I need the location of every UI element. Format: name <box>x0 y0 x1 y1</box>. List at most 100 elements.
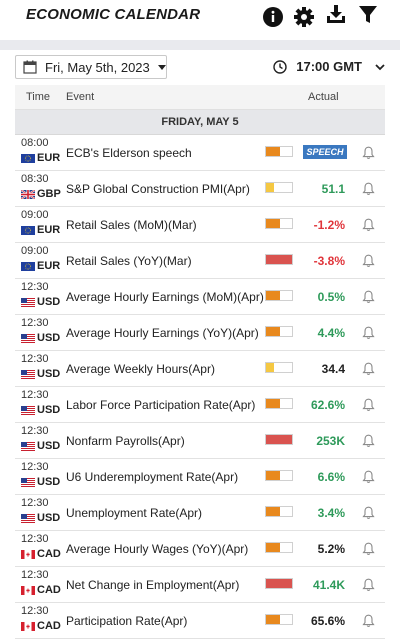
actual-value: -3.8% <box>313 254 345 268</box>
impact-meter <box>265 434 293 445</box>
event-time: 12:30 <box>21 353 49 365</box>
event-time: 12:30 <box>21 425 49 437</box>
event-time: 12:30 <box>21 533 49 545</box>
currency-code: USD <box>37 404 61 416</box>
event-name[interactable]: Participation Rate(Apr) <box>66 614 188 628</box>
event-time: 12:30 <box>21 461 49 473</box>
gear-icon[interactable] <box>293 6 315 28</box>
bell-icon[interactable] <box>362 398 375 412</box>
event-name[interactable]: S&P Global Construction PMI(Apr) <box>66 182 250 196</box>
speech-badge: SPEECH <box>303 145 347 159</box>
table-row[interactable]: 12:30 USD Average Hourly Earnings (YoY)(Ap… <box>15 315 385 351</box>
currency: GBP <box>21 188 61 200</box>
impact-meter <box>265 182 293 193</box>
us-flag <box>21 441 35 451</box>
eu-flag <box>21 225 35 235</box>
event-name[interactable]: Nonfarm Payrolls(Apr) <box>66 434 185 448</box>
bell-icon[interactable] <box>362 218 375 232</box>
event-time: 12:30 <box>21 317 49 329</box>
currency-code: CAD <box>37 584 61 596</box>
event-time: 09:00 <box>21 209 49 221</box>
event-time: 08:00 <box>21 137 49 149</box>
impact-meter <box>265 614 293 625</box>
event-time: 12:30 <box>21 281 49 293</box>
table-row[interactable]: 12:30 CAD Participation Rate(Apr) 65.6% <box>15 603 385 639</box>
event-name[interactable]: Net Change in Employment(Apr) <box>66 578 240 592</box>
table-header: Time Event Actual <box>15 85 385 110</box>
bell-icon[interactable] <box>362 542 375 556</box>
column-header-actual: Actual <box>308 91 339 103</box>
event-name[interactable]: Labor Force Participation Rate(Apr) <box>66 398 256 412</box>
event-name[interactable]: Unemployment Rate(Apr) <box>66 506 203 520</box>
ca-flag <box>21 621 35 631</box>
impact-meter <box>265 326 293 337</box>
event-name[interactable]: Retail Sales (YoY)(Mar) <box>66 254 192 268</box>
timezone-label: 17:00 GMT <box>296 59 362 74</box>
currency-code: CAD <box>37 620 61 632</box>
table-row[interactable]: 08:00 EUR ECB's Elderson speech SPEECH <box>15 135 385 171</box>
ca-flag <box>21 585 35 595</box>
currency-code: EUR <box>37 224 61 236</box>
bell-icon[interactable] <box>362 506 375 520</box>
currency: USD <box>21 296 60 308</box>
bell-icon[interactable] <box>362 146 375 160</box>
impact-meter <box>265 578 293 589</box>
table-row[interactable]: 08:30 GBP S&P Global Construction PMI(Apr)… <box>15 171 385 207</box>
impact-meter <box>265 542 293 553</box>
currency-code: USD <box>37 332 61 344</box>
table-row[interactable]: 12:30 USD Nonfarm Payrolls(Apr) 253K <box>15 423 385 459</box>
table-row[interactable]: 09:00 EUR Retail Sales (YoY)(Mar) -3.8% <box>15 243 385 279</box>
download-icon[interactable] <box>325 3 347 25</box>
event-name[interactable]: Retail Sales (MoM)(Mar) <box>66 218 197 232</box>
bell-icon[interactable] <box>362 362 375 376</box>
currency: EUR <box>21 152 60 164</box>
event-name[interactable]: Average Hourly Wages (YoY)(Apr) <box>66 542 249 556</box>
event-name[interactable]: ECB's Elderson speech <box>66 146 192 160</box>
bell-icon[interactable] <box>362 326 375 340</box>
bell-icon[interactable] <box>362 470 375 484</box>
bell-icon[interactable] <box>362 254 375 268</box>
table-row[interactable]: 12:30 CAD Net Change in Employment(Apr) 41.… <box>15 567 385 603</box>
actual-value: 34.4 <box>321 362 345 376</box>
uk-flag <box>21 189 35 199</box>
actual-value: -1.2% <box>313 218 345 232</box>
table-row[interactable]: 12:30 USD Average Hourly Earnings (MoM)(Ap… <box>15 279 385 315</box>
table-row[interactable]: 12:30 USD Unemployment Rate(Apr) 3.4% <box>15 495 385 531</box>
actual-value: 5.2% <box>317 542 345 556</box>
currency-code: USD <box>37 512 61 524</box>
table-row[interactable]: 12:30 USD U6 Underemployment Rate(Apr) 6.6% <box>15 459 385 495</box>
bell-icon[interactable] <box>362 182 375 196</box>
table-row[interactable]: 09:00 EUR Retail Sales (MoM)(Mar) -1.2% <box>15 207 385 243</box>
info-icon[interactable] <box>262 6 284 28</box>
bell-icon[interactable] <box>362 434 375 448</box>
event-name[interactable]: Average Hourly Earnings (MoM)(Apr) <box>66 290 264 304</box>
currency-code: CAD <box>37 548 61 560</box>
event-name[interactable]: Average Weekly Hours(Apr) <box>66 362 215 376</box>
timezone-selector[interactable]: 17:00 GMT <box>273 59 386 74</box>
event-time: 09:00 <box>21 245 49 257</box>
us-flag <box>21 405 35 415</box>
actual-value: 41.4K <box>312 578 345 592</box>
app-header: ECONOMIC CALENDAR <box>0 0 400 40</box>
event-name[interactable]: U6 Underemployment Rate(Apr) <box>66 470 239 484</box>
bell-icon[interactable] <box>362 614 375 628</box>
table-row[interactable]: 12:30 CAD Average Hourly Wages (YoY)(Apr) 5… <box>15 531 385 567</box>
bell-icon[interactable] <box>362 290 375 304</box>
table-row[interactable]: 12:30 USD Average Weekly Hours(Apr) 34.4 <box>15 351 385 387</box>
currency: EUR <box>21 260 60 272</box>
chevron-down-icon <box>375 63 385 70</box>
calendar-icon <box>23 60 37 74</box>
eu-flag <box>21 261 35 271</box>
bell-icon[interactable] <box>362 578 375 592</box>
impact-meter <box>265 506 293 517</box>
currency: USD <box>21 332 60 344</box>
filter-icon[interactable] <box>357 4 379 26</box>
eu-flag <box>21 153 35 163</box>
ca-flag <box>21 549 35 559</box>
table-row[interactable]: 12:30 USD Labor Force Participation Rate(A… <box>15 387 385 423</box>
date-picker[interactable]: Fri, May 5th, 2023 <box>15 55 167 79</box>
controls-bar: Fri, May 5th, 2023 17:00 GMT <box>0 50 400 84</box>
event-name[interactable]: Average Hourly Earnings (YoY)(Apr) <box>66 326 259 340</box>
currency: USD <box>21 368 60 380</box>
actual-value: 6.6% <box>317 470 345 484</box>
